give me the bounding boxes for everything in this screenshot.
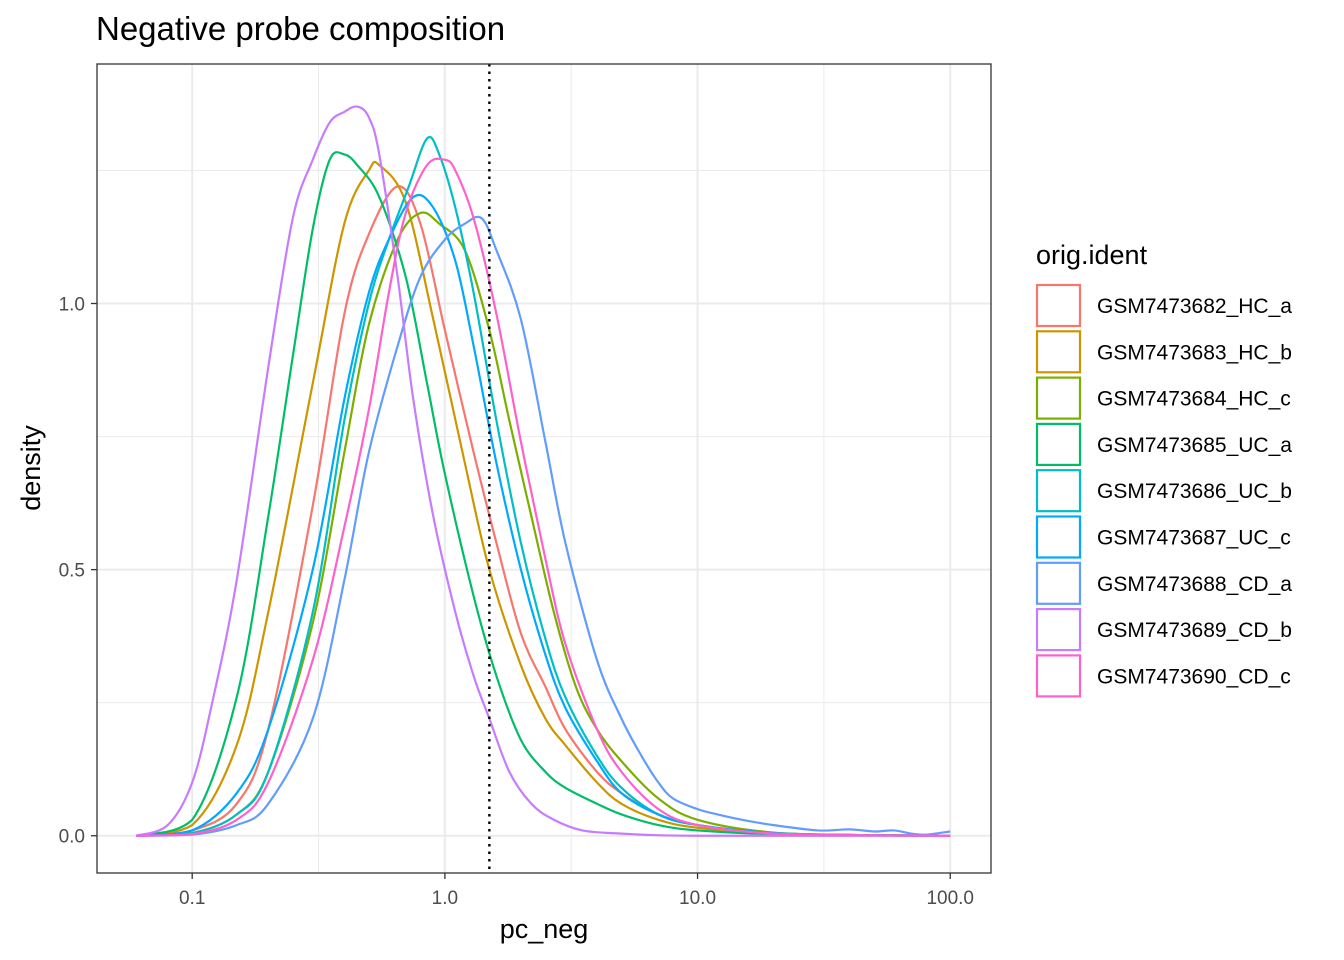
legend-key-GSM7473689_CD_b	[1037, 609, 1080, 650]
x-tick-label: 1.0	[432, 888, 458, 909]
y-tick-label: 0.0	[59, 827, 85, 848]
legend-title: orig.ident	[1036, 240, 1148, 270]
x-tick-label: 0.1	[179, 888, 205, 909]
legend-key-GSM7473683_HC_b	[1037, 331, 1080, 372]
legend-items: GSM7473682_HC_a GSM7473683_HC_b GSM7473684…	[1037, 285, 1292, 696]
legend-label-GSM7473687_UC_c: GSM7473687_UC_c	[1097, 527, 1291, 550]
legend-key-GSM7473690_CD_c	[1037, 655, 1080, 696]
legend-label-GSM7473684_HC_c: GSM7473684_HC_c	[1097, 388, 1291, 411]
y-tick-label: 1.0	[59, 295, 85, 316]
x-tick-label: 10.0	[679, 888, 716, 909]
legend-label-GSM7473685_UC_a: GSM7473685_UC_a	[1097, 434, 1292, 457]
legend-label-GSM7473689_CD_b: GSM7473689_CD_b	[1097, 619, 1292, 642]
y-axis-title: density	[16, 425, 46, 511]
x-tick-label: 100.0	[926, 888, 974, 909]
legend-key-GSM7473685_UC_a	[1037, 424, 1080, 465]
legend-label-GSM7473683_HC_b: GSM7473683_HC_b	[1097, 341, 1292, 364]
legend-key-GSM7473684_HC_c	[1037, 378, 1080, 419]
y-tick-label: 0.5	[59, 561, 85, 582]
legend-key-GSM7473682_HC_a	[1037, 285, 1080, 326]
legend-key-GSM7473688_CD_a	[1037, 563, 1080, 604]
legend-key-GSM7473687_UC_c	[1037, 517, 1080, 558]
chart-title: Negative probe composition	[96, 10, 505, 47]
legend-label-GSM7473688_CD_a: GSM7473688_CD_a	[1097, 573, 1292, 596]
legend-label-GSM7473690_CD_c: GSM7473690_CD_c	[1097, 665, 1291, 688]
legend-label-GSM7473682_HC_a: GSM7473682_HC_a	[1097, 295, 1292, 318]
x-axis-title: pc_neg	[500, 914, 589, 944]
legend-key-GSM7473686_UC_b	[1037, 470, 1080, 511]
legend-label-GSM7473686_UC_b: GSM7473686_UC_b	[1097, 480, 1292, 503]
